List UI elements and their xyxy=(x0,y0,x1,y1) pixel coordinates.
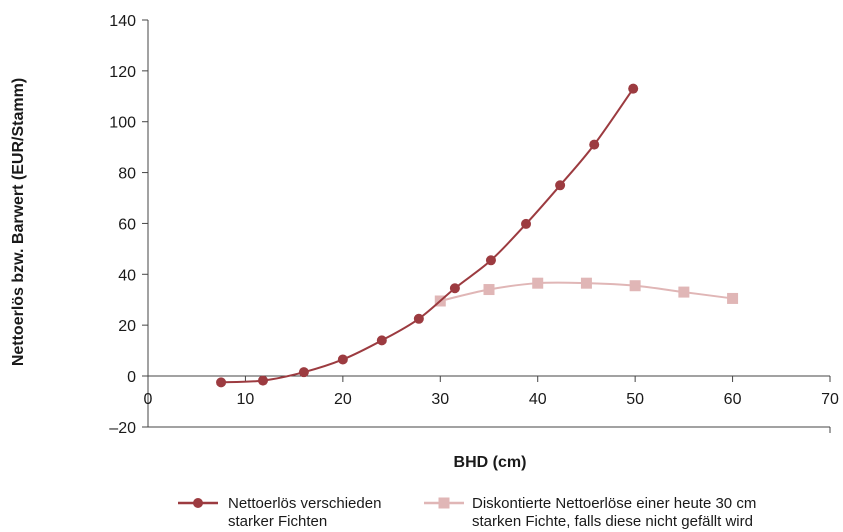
x-tick-label: 70 xyxy=(821,391,839,408)
data-point xyxy=(521,218,532,229)
x-ticks: 0 10 20 30 40 50 60 70 xyxy=(144,376,839,408)
y-axis-title: Nettoerlös bzw. Barwert (EUR/Stamm) xyxy=(10,78,27,366)
data-point xyxy=(555,180,566,191)
series-2 xyxy=(434,277,739,307)
y-ticks: –20 0 20 40 60 80 100 120 140 xyxy=(109,13,148,437)
series-1 xyxy=(216,83,639,388)
x-tick-label: 10 xyxy=(237,391,255,408)
x-tick-label: 20 xyxy=(334,391,352,408)
y-tick-label: 120 xyxy=(109,64,136,81)
y-tick-label: 80 xyxy=(118,166,136,183)
series-group xyxy=(216,83,739,388)
legend-label: Diskontierte Nettoerlöse einer heute 30 … xyxy=(472,495,756,512)
data-point xyxy=(485,255,496,266)
data-point xyxy=(413,313,424,324)
legend-marker xyxy=(438,497,450,509)
x-tick-label: 40 xyxy=(529,391,547,408)
data-point xyxy=(628,83,639,94)
y-tick-label: 20 xyxy=(118,318,136,335)
data-point xyxy=(727,292,739,304)
data-point xyxy=(678,286,690,298)
data-point xyxy=(257,375,268,386)
y-tick-label: –20 xyxy=(109,420,136,437)
series-line xyxy=(221,88,635,384)
data-point xyxy=(216,377,227,388)
data-point xyxy=(337,354,348,365)
axes xyxy=(147,20,831,433)
legend-marker xyxy=(193,498,203,508)
y-tick-label: 0 xyxy=(127,369,136,386)
x-axis-title: BHD (cm) xyxy=(454,454,527,471)
data-point xyxy=(298,367,309,378)
x-tick-label: 0 xyxy=(144,391,153,408)
x-tick-label: 30 xyxy=(431,391,449,408)
legend-label: starken Fichte, falls diese nicht gefäll… xyxy=(472,513,753,530)
data-point xyxy=(580,277,592,289)
y-tick-label: 40 xyxy=(118,267,136,284)
data-point xyxy=(449,283,460,294)
data-point xyxy=(629,280,641,292)
data-point xyxy=(532,277,544,289)
y-tick-label: 60 xyxy=(118,216,136,233)
data-point xyxy=(483,284,495,296)
y-tick-label: 100 xyxy=(109,115,136,132)
legend-item-2: Diskontierte Nettoerlöse einer heute 30 … xyxy=(424,495,756,530)
legend-label: Nettoerlös verschieden xyxy=(228,495,381,512)
y-tick-label: 140 xyxy=(109,13,136,30)
x-tick-label: 50 xyxy=(626,391,644,408)
legend-label: starker Fichten xyxy=(228,513,327,530)
data-point xyxy=(376,335,387,346)
x-tick-label: 60 xyxy=(724,391,742,408)
data-point xyxy=(589,139,600,150)
